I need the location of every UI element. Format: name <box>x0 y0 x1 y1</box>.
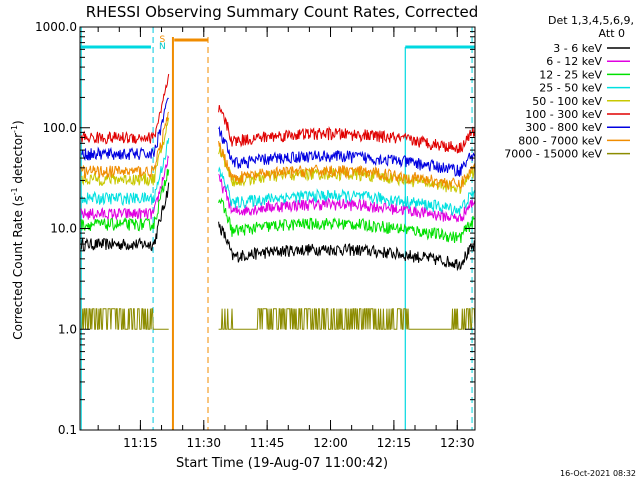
legend-entry-5: 100 - 300 keV <box>525 108 602 121</box>
y-tick-label-4: 1000.0 <box>35 20 77 34</box>
series-line-0 <box>80 182 476 272</box>
series-line-3 <box>80 137 476 216</box>
legend-entry-3: 25 - 50 keV <box>539 82 602 95</box>
legend-entry-1: 6 - 12 keV <box>546 55 602 68</box>
series-line-6 <box>80 97 476 177</box>
y-tick-label-2: 10.0 <box>50 222 77 236</box>
legend-entry-8: 7000 - 15000 keV <box>504 148 602 161</box>
legend-entry-2: 12 - 25 keV <box>539 68 602 81</box>
y-axis-label: Corrected Count Rate (s-1 detector-1) <box>10 120 25 339</box>
legend-entry-7: 800 - 7000 keV <box>518 134 602 147</box>
legend-entry-0: 3 - 6 keV <box>553 42 602 55</box>
legend-entry-4: 50 - 100 keV <box>532 95 602 108</box>
x-tick-label-5: 12:30 <box>440 436 475 450</box>
chart-title: RHESSI Observing Summary Count Rates, Co… <box>86 3 479 21</box>
legend-header-att: Att 0 <box>599 27 625 40</box>
timestamp: 16-Oct-2021 08:32 <box>560 469 636 478</box>
x-tick-label-4: 12:15 <box>377 436 412 450</box>
event-marker-n: N <box>159 42 166 52</box>
event-marker-s: S <box>160 35 166 45</box>
axes: 0.1 1.0 10.0 100.0 1000.0 11:15 11:30 11:45 12:0… <box>35 20 476 450</box>
series-line-8 <box>81 308 476 330</box>
series-line-5 <box>80 73 476 154</box>
y-tick-label-1: 1.0 <box>58 322 77 336</box>
y-tick-label-0: 0.1 <box>58 423 77 437</box>
x-tick-label-0: 11:15 <box>123 436 158 450</box>
x-axis-label: Start Time (19-Aug-07 11:00:42) <box>176 456 388 471</box>
series-line-2 <box>80 168 476 244</box>
x-tick-label-1: 11:30 <box>186 436 221 450</box>
legend-header: Det 1,3,4,5,6,9, <box>548 14 634 27</box>
y-tick-label-3: 100.0 <box>43 121 77 135</box>
legend-entry-6: 300 - 800 keV <box>525 121 602 134</box>
plot-area: SN <box>80 27 476 430</box>
x-tick-label-3: 12:00 <box>313 436 348 450</box>
series-line-7 <box>80 111 476 191</box>
series-line-1 <box>80 154 476 223</box>
x-tick-label-2: 11:45 <box>250 436 285 450</box>
